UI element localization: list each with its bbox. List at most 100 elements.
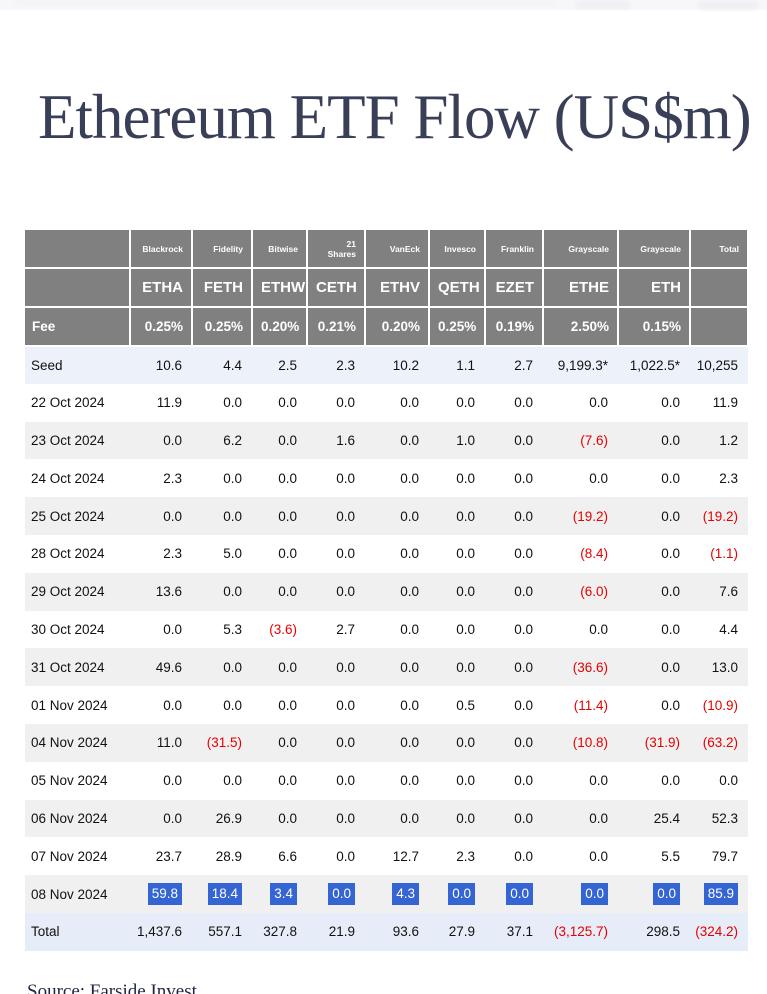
flow-cell: 0.0 [163, 621, 182, 637]
flow-cell: 0.0 [589, 470, 608, 486]
table-row: 04 Nov 2024 11.0 (31.5) 0.0 0.0 0.0 0.0 0.0 (10.… [25, 723, 748, 762]
table-row: 25 Oct 2024 0.0 0.0 0.0 0.0 0.0 0.0 0.0 (19.2) 0.… [25, 497, 748, 535]
selected-value-chip: 85.9 [703, 883, 738, 905]
flow-cell: 1.6 [336, 432, 355, 448]
flow-cell: 10,255 [696, 357, 738, 373]
flow-cell: 1.0 [456, 432, 475, 448]
flow-cell: 0.0 [514, 697, 533, 713]
issuer-header: 21 Shares [307, 230, 366, 269]
row-label: 25 Oct 2024 [31, 508, 105, 524]
flow-cell: 0.0 [400, 508, 419, 524]
flow-cell: 0.0 [456, 735, 475, 751]
negative-value: (19.2) [702, 508, 738, 524]
table-row: 30 Oct 2024 0.0 5.3 (3.6) 2.7 0.0 0.0 0.0 0.0 0.0… [25, 610, 748, 649]
flow-cell: 27.9 [448, 924, 475, 940]
negative-value: (324.2) [695, 924, 738, 940]
table-row: Total 1,437.6 557.1 327.8 21.9 93.6 27.9 37.1 (3… [25, 912, 748, 951]
flow-cell: 0.0 [336, 546, 355, 562]
flow-cell: 2.5 [278, 357, 297, 373]
issuer-header: Franklin [485, 230, 544, 269]
fee-value-header: 0.25% [130, 307, 193, 347]
flow-cell: 0.0 [589, 773, 608, 789]
flow-cell: (7.6) [543, 422, 618, 460]
row-label: 30 Oct 2024 [31, 621, 105, 637]
table-row: 31 Oct 2024 49.6 0.0 0.0 0.0 0.0 0.0 0.0 (36.6) 0… [25, 648, 748, 687]
flow-cell: 0.0 [336, 395, 355, 411]
row-label: 29 Oct 2024 [31, 584, 105, 600]
flow-cell: 0.0 [589, 395, 608, 411]
flow-cell: 0.0 [163, 432, 182, 448]
flow-cell: 2.3 [336, 357, 355, 373]
flow-cell: 0.0 [278, 395, 297, 411]
flow-cell: 85.9 [690, 875, 748, 913]
flow-cell: 4.4 [223, 357, 242, 373]
flow-cell: 0.0 [163, 810, 182, 826]
flow-cell: 0.0 [400, 773, 419, 789]
flow-cell: 4.4 [719, 621, 738, 637]
flow-cell: (1.1) [690, 535, 748, 573]
flow-cell: (8.4) [543, 535, 618, 573]
flow-cell: 3.4 [252, 875, 307, 913]
flow-cell: 0.0 [336, 470, 355, 486]
selected-value-chip: 0.0 [653, 883, 680, 905]
row-label: 05 Nov 2024 [31, 773, 108, 789]
flow-cell: 0.0 [400, 395, 419, 411]
flow-cell: 5.0 [223, 546, 242, 562]
selected-value-chip: 18.4 [207, 883, 242, 905]
flow-cell: (31.5) [192, 724, 252, 762]
flow-cell: 0.0 [400, 470, 419, 486]
flow-cell: 0.0 [223, 584, 242, 600]
flow-cell: 0.0 [400, 432, 419, 448]
flow-cell: 0.0 [336, 659, 355, 675]
flow-cell: 0.0 [336, 810, 355, 826]
flow-cell: 0.0 [456, 810, 475, 826]
flow-cell: 6.2 [223, 432, 242, 448]
flow-cell: 0.0 [336, 697, 355, 713]
flow-cell: 0.0 [514, 848, 533, 864]
flow-cell: 0.0 [429, 875, 485, 913]
flow-cell: 2.7 [514, 357, 533, 373]
flow-cell: 0.5 [456, 697, 475, 713]
flow-cell: 0.0 [400, 546, 419, 562]
flow-cell: 0.0 [336, 584, 355, 600]
flow-cell: (3.6) [252, 611, 307, 649]
table-row: 24 Oct 2024 2.3 0.0 0.0 0.0 0.0 0.0 0.0 0.0 0.0 2.… [25, 459, 748, 498]
row-label: 07 Nov 2024 [31, 848, 108, 864]
corner-header [25, 230, 131, 269]
fee-value-header: 0.20% [252, 307, 308, 347]
flow-cell: 2.3 [163, 470, 182, 486]
fee-value-header: 0.19% [485, 307, 544, 347]
issuer-header: Blackrock [130, 230, 193, 269]
page-title: Ethereum ETF Flow (US$m) [38, 82, 752, 152]
table-row: 05 Nov 2024 0.0 0.0 0.0 0.0 0.0 0.0 0.0 0.0 0.0 0.… [25, 761, 748, 800]
flow-cell: 93.6 [392, 924, 419, 940]
flow-cell: 1.1 [456, 357, 475, 373]
fee-value-header: 0.20% [365, 307, 430, 347]
flow-cell: 25.4 [653, 810, 680, 826]
flow-cell: 0.0 [400, 584, 419, 600]
ticker-header: ETHV [365, 268, 430, 308]
flow-cell: 0.0 [589, 621, 608, 637]
flow-cell: 0.0 [661, 584, 680, 600]
flow-cell: 0.0 [400, 621, 419, 637]
negative-value: (3,125.7) [553, 924, 608, 940]
flow-cell: (19.2) [690, 497, 748, 535]
flow-cell: 0.0 [589, 848, 608, 864]
flow-cell: 0.0 [543, 875, 618, 913]
flow-cell: 10.6 [155, 357, 182, 373]
flow-cell: 10.2 [392, 357, 419, 373]
total-header-spacer [690, 268, 749, 308]
flow-cell: 0.0 [514, 584, 533, 600]
issuer-header: VanEck [365, 230, 430, 269]
flow-cell: 5.3 [223, 621, 242, 637]
negative-value: (11.4) [573, 697, 608, 713]
negative-value: (19.2) [572, 508, 608, 524]
flow-cell: (10.9) [690, 686, 748, 724]
etf-flow-table: Blackrock Fidelity Bitwise 21 Shares VanEck I… [25, 230, 749, 951]
negative-value: (36.6) [572, 659, 608, 675]
flow-cell: 0.0 [278, 735, 297, 751]
flow-cell: 28.9 [215, 848, 242, 864]
chrome-smudge [15, 0, 555, 5]
chrome-smudge [698, 1, 758, 10]
flow-cell: 0.0 [163, 697, 182, 713]
